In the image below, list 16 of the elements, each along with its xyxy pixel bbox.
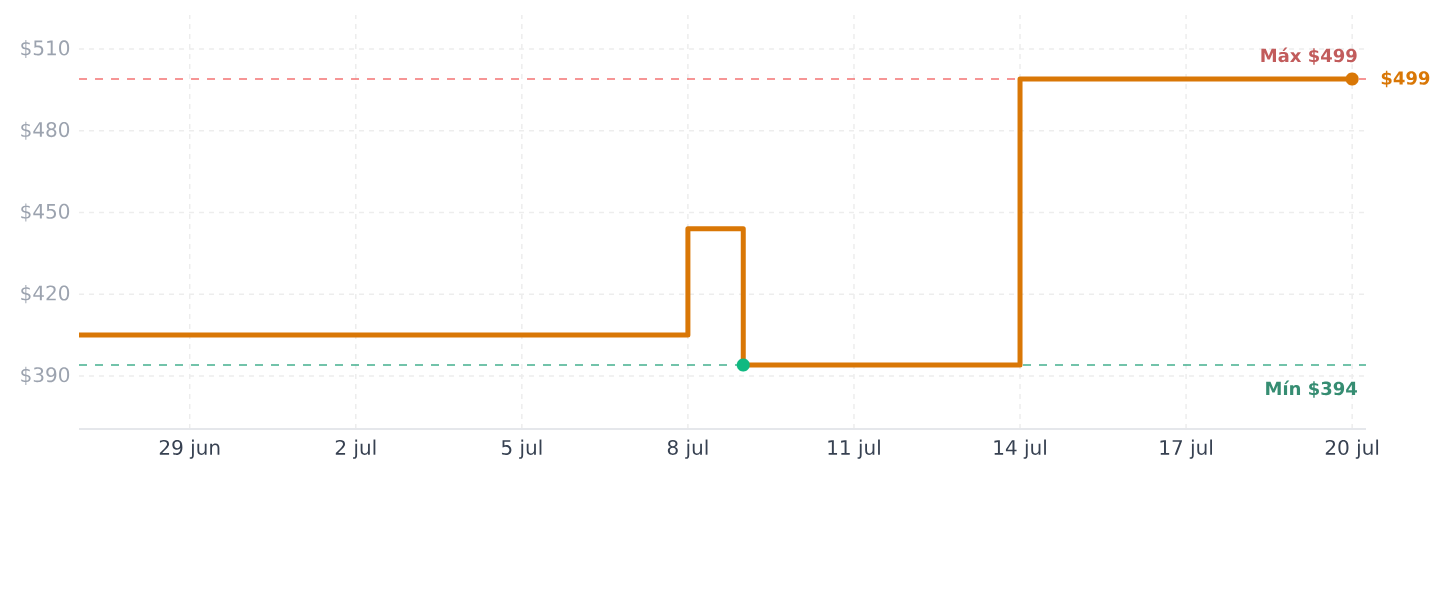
y-tick-label: $390 (21, 366, 70, 385)
y-tick-label: $420 (21, 285, 70, 304)
y-tick-label: $510 (21, 39, 70, 59)
y-tick-label: $450 (21, 203, 70, 222)
x-tick-label: 17 jul (1160, 439, 1212, 459)
x-tick-label: 8 jul (667, 439, 708, 459)
x-tick-label: 2 jul (335, 439, 376, 459)
ref-line-label: Máx $499 (1261, 47, 1357, 65)
ref-line-label: Mín $394 (1266, 380, 1357, 398)
x-tick-label: 5 jul (501, 439, 542, 459)
x-tick-label: 29 jun (159, 439, 220, 459)
x-tick-label: 20 jul (1325, 439, 1379, 459)
y-tick-label: $480 (21, 121, 70, 140)
x-tick-label: 11 jul (828, 439, 880, 459)
x-tick-label: 14 jul (994, 439, 1046, 459)
data-label: $499 (1381, 70, 1430, 88)
